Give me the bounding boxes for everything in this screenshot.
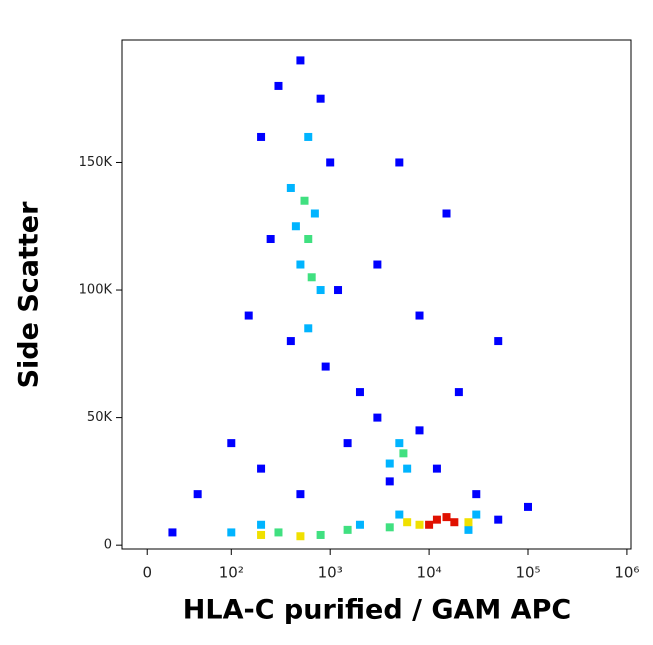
point bbox=[385, 459, 394, 468]
point bbox=[432, 515, 441, 524]
x-tick-label: 10³ bbox=[318, 564, 343, 582]
point bbox=[227, 439, 236, 448]
point bbox=[286, 183, 295, 192]
x-tick-label: 10⁵ bbox=[515, 564, 540, 582]
point bbox=[300, 196, 309, 205]
point bbox=[334, 286, 343, 295]
point bbox=[257, 530, 266, 539]
point bbox=[395, 510, 404, 519]
point bbox=[304, 235, 313, 244]
y-tick-label: 50K bbox=[87, 410, 113, 425]
point bbox=[296, 490, 305, 499]
point bbox=[464, 525, 473, 534]
x-tick-label: 10⁶ bbox=[614, 564, 639, 582]
point bbox=[266, 235, 275, 244]
point bbox=[373, 413, 382, 422]
point bbox=[472, 490, 481, 499]
y-tick-label: 0 bbox=[104, 538, 112, 553]
point bbox=[415, 426, 424, 435]
point bbox=[304, 132, 313, 141]
point bbox=[472, 510, 481, 519]
point bbox=[432, 464, 441, 473]
point bbox=[244, 311, 253, 320]
point bbox=[464, 518, 473, 527]
point bbox=[310, 209, 319, 218]
point bbox=[385, 477, 394, 486]
y-tick-label: 100K bbox=[79, 283, 113, 298]
x-tick-label: 0 bbox=[142, 564, 152, 582]
point bbox=[355, 520, 364, 529]
point bbox=[307, 273, 316, 282]
point bbox=[321, 362, 330, 371]
point bbox=[385, 523, 394, 532]
plot-frame bbox=[121, 39, 632, 550]
point bbox=[450, 518, 459, 527]
point bbox=[274, 528, 283, 537]
point bbox=[296, 532, 305, 541]
x-tick-label: 10⁴ bbox=[417, 564, 442, 582]
point bbox=[343, 525, 352, 534]
point bbox=[227, 528, 236, 537]
point bbox=[355, 388, 364, 397]
point bbox=[257, 464, 266, 473]
point bbox=[286, 337, 295, 346]
point bbox=[395, 158, 404, 167]
point bbox=[193, 490, 202, 499]
point bbox=[403, 464, 412, 473]
point bbox=[326, 158, 335, 167]
point bbox=[316, 94, 325, 103]
point bbox=[395, 439, 404, 448]
y-tick-label: 150K bbox=[79, 155, 113, 170]
point bbox=[316, 530, 325, 539]
point bbox=[494, 515, 503, 524]
point bbox=[415, 311, 424, 320]
point bbox=[442, 209, 451, 218]
x-axis-label: HLA-C purified / GAM APC bbox=[183, 595, 571, 626]
y-axis-label: Side Scatter bbox=[14, 201, 45, 389]
point bbox=[524, 502, 533, 511]
point bbox=[442, 513, 451, 522]
point bbox=[399, 449, 408, 458]
point bbox=[494, 337, 503, 346]
point bbox=[316, 286, 325, 295]
point bbox=[373, 260, 382, 269]
point bbox=[291, 222, 300, 231]
point bbox=[257, 132, 266, 141]
point bbox=[257, 520, 266, 529]
point bbox=[415, 520, 424, 529]
x-tick-label: 10² bbox=[219, 564, 244, 582]
point bbox=[425, 520, 434, 529]
point bbox=[403, 518, 412, 527]
point bbox=[454, 388, 463, 397]
point bbox=[304, 324, 313, 333]
point bbox=[296, 260, 305, 269]
point bbox=[274, 81, 283, 90]
point bbox=[168, 528, 177, 537]
point bbox=[296, 56, 305, 65]
point bbox=[343, 439, 352, 448]
